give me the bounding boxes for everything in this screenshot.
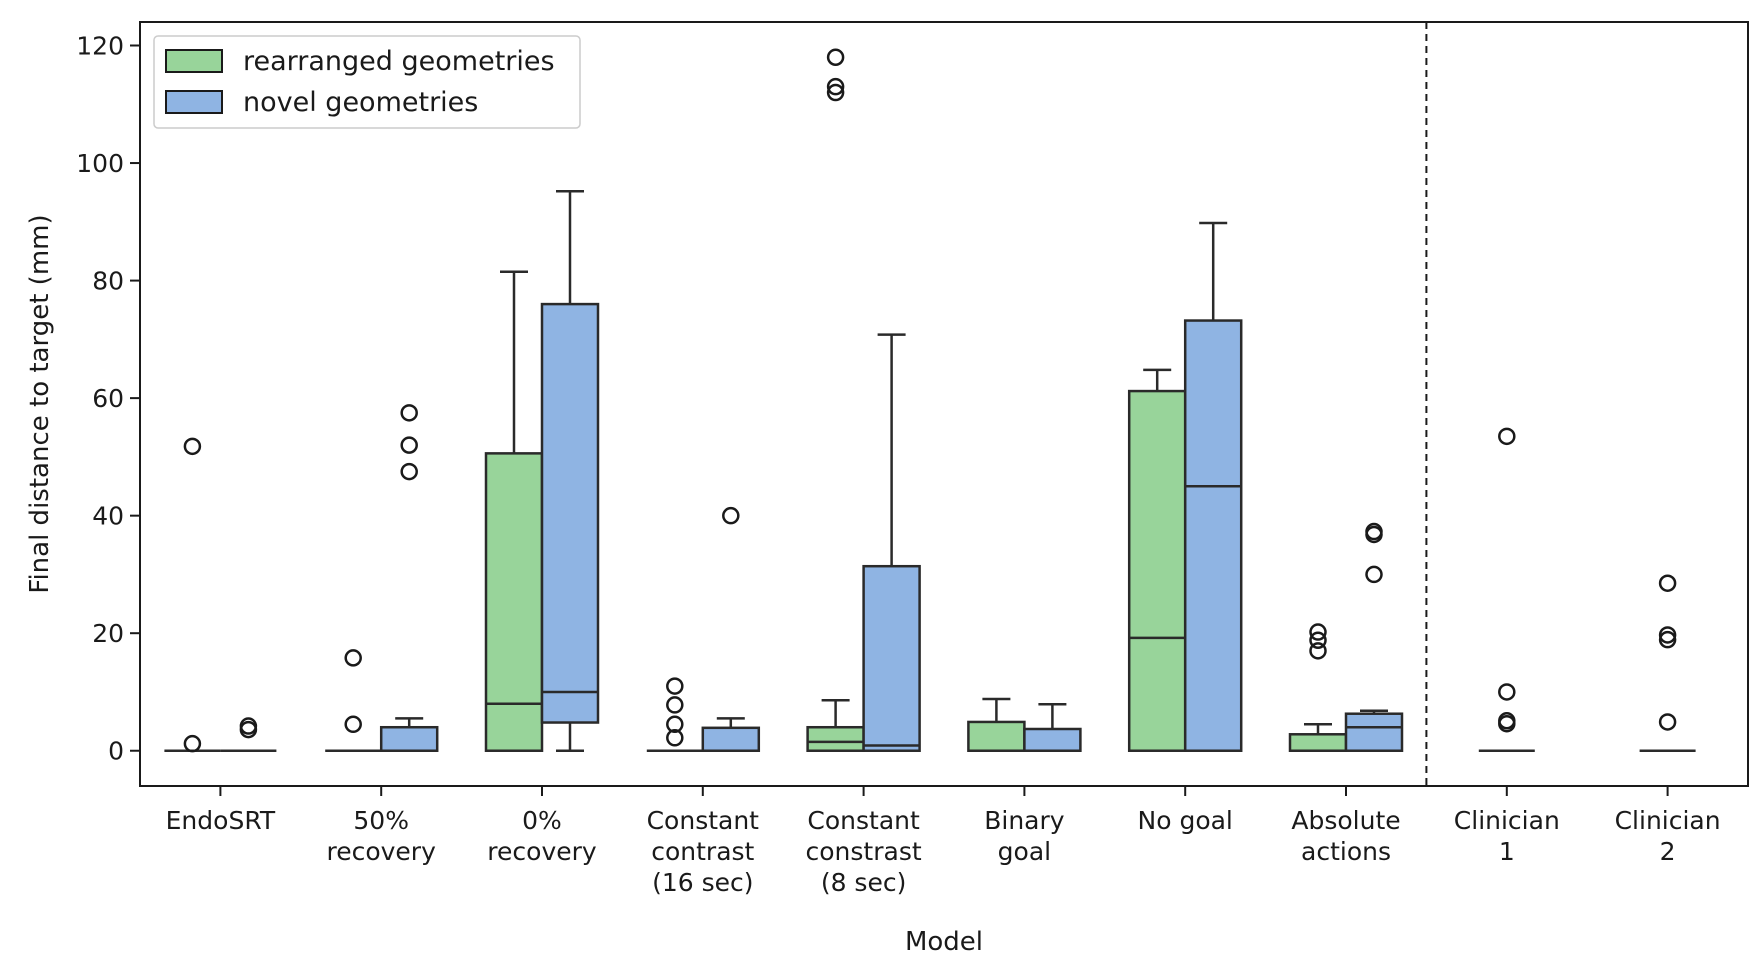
outlier-point [1658, 630, 1677, 649]
outlier-point [1498, 712, 1516, 730]
outlier-point [1309, 642, 1327, 660]
y-axis: 0 20 40 60 80 100 120 [76, 32, 140, 766]
outlier-point [666, 677, 684, 695]
box [1127, 389, 1187, 752]
outlier-point [826, 48, 845, 67]
box [862, 564, 921, 752]
outlier-point [1498, 427, 1516, 446]
x-tick-label-line: 50% [353, 806, 409, 835]
outlier-point [1365, 522, 1383, 541]
y-tick-label: 80 [92, 267, 124, 296]
x-tick-label: Clinician 2 [1615, 806, 1721, 866]
x-tick-label: No goal [1138, 806, 1233, 835]
x-tick-label-line: goal [998, 837, 1051, 866]
legend-label-rearranged: rearranged geometries [243, 46, 555, 77]
outlier-point [400, 462, 418, 481]
x-tick-label: Absolute actions [1291, 806, 1400, 866]
x-tick-label: EndoSRT [166, 806, 276, 835]
y-tick-label: 40 [92, 502, 124, 531]
outlier-point [183, 437, 202, 456]
legend-frame [153, 35, 581, 129]
y-tick-label: 0 [108, 737, 124, 766]
x-tick-label-line: recovery [487, 837, 597, 866]
box [484, 452, 544, 752]
outlier-point [1309, 623, 1327, 641]
x-tick-label-line: Absolute [1291, 806, 1400, 835]
x-tick-label: Binary goal [984, 806, 1065, 866]
box [1023, 727, 1082, 752]
legend: rearranged geometries novel geometries [153, 35, 581, 129]
outlier-point [183, 734, 202, 753]
plot-area [164, 22, 1696, 786]
x-tick-label: Constant constrast (8 sec) [806, 806, 922, 897]
x-tick-label: Clinician 1 [1454, 806, 1560, 866]
outlier-point [1365, 565, 1383, 584]
x-tick-label-line: 1 [1499, 837, 1515, 866]
outlier-point [1658, 626, 1677, 644]
outlier-point [1658, 574, 1677, 592]
plot-frame [139, 21, 1749, 787]
box [540, 302, 600, 724]
x-tick-label-line: EndoSRT [166, 806, 276, 835]
box [1288, 733, 1348, 752]
outlier-point [344, 649, 362, 667]
legend-swatch-rearranged [165, 49, 223, 73]
y-tick-label: 20 [92, 619, 124, 648]
y-tick-label: 120 [76, 32, 124, 61]
box [806, 725, 865, 752]
box [379, 725, 439, 752]
legend-swatch-novel [165, 90, 223, 114]
x-tick-label-line: Binary [984, 806, 1065, 835]
x-tick-label-line: 0% [522, 806, 562, 835]
x-tick-label-line: constrast [806, 837, 922, 866]
outlier-point [400, 436, 418, 454]
outlier-point [826, 83, 845, 102]
x-tick-label-line: (16 sec) [652, 868, 753, 897]
x-tick-label-line: Constant [647, 806, 760, 835]
box [701, 726, 761, 752]
x-tick-label-line: recovery [326, 837, 436, 866]
x-tick-label: 0% recovery [487, 806, 597, 866]
y-axis-label: Final distance to target (mm) [25, 214, 55, 593]
x-tick-label-line: actions [1301, 837, 1391, 866]
box [967, 720, 1026, 752]
x-tick-label: 50% recovery [326, 806, 436, 866]
outlier-point [666, 729, 684, 747]
x-tick-label-line: Clinician [1454, 806, 1560, 835]
outlier-point [400, 404, 418, 422]
x-tick-label-line: contrast [651, 837, 754, 866]
outlier-point [1658, 713, 1677, 731]
outlier-point [1309, 631, 1327, 650]
x-tick-label-line: 2 [1660, 837, 1676, 866]
x-axis-label: Model [905, 927, 983, 957]
outlier-point [666, 715, 684, 734]
y-tick-label: 60 [92, 384, 124, 413]
outlier-point [666, 696, 684, 714]
x-tick-label: Constant contrast (16 sec) [647, 806, 760, 897]
x-tick-label-line: Constant [807, 806, 920, 835]
legend-label-novel: novel geometries [243, 87, 478, 118]
x-tick-label-line: Clinician [1615, 806, 1721, 835]
outlier-point [1498, 683, 1516, 701]
outlier-point [826, 77, 845, 96]
x-tick-label-line: No goal [1138, 806, 1233, 835]
box [1183, 319, 1243, 752]
outlier-point [239, 717, 258, 735]
x-tick-label-line: (8 sec) [821, 868, 907, 897]
y-tick-label: 100 [76, 149, 124, 178]
outlier-point [344, 715, 362, 734]
box [1344, 712, 1404, 752]
outlier-point [722, 506, 740, 525]
